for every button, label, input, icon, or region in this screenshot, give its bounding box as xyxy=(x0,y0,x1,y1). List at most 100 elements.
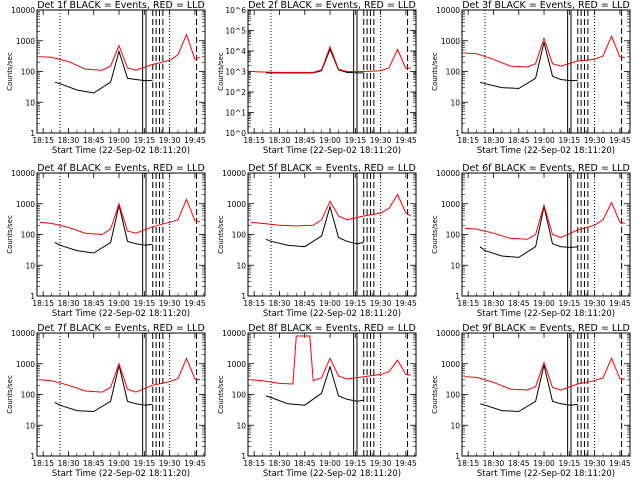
x-tick-label: 19:15 xyxy=(559,299,581,308)
plot-title: Det 1f BLACK = Events, RED = LLD xyxy=(37,0,205,11)
events-series-line xyxy=(265,364,364,406)
x-tick-label: 19:30 xyxy=(584,136,606,145)
x-tick-label: 18:45 xyxy=(294,299,316,308)
y-tick-label: 1000 xyxy=(16,200,35,209)
y-tick-label: 1 xyxy=(241,292,246,301)
lld-series-line xyxy=(250,335,411,385)
y-tick-label: 10^3 xyxy=(225,68,246,77)
plot-frame xyxy=(461,332,631,457)
x-axis-label: Start Time (22-Sep-02 18:11:20) xyxy=(477,309,615,319)
plot-frame xyxy=(461,172,631,297)
x-tick-label: 18:15 xyxy=(457,459,479,468)
x-tick-label: 19:45 xyxy=(395,299,417,308)
x-tick-label: 19:00 xyxy=(319,136,341,145)
x-axis-label: Start Time (22-Sep-02 18:11:20) xyxy=(263,146,401,156)
detector-plot-9: Det 9f BLACK = Events, RED = LLD 1 10 100 10… xyxy=(431,323,631,479)
x-tick-label: 19:00 xyxy=(533,299,555,308)
detector-plot-8: Det 8f BLACK = Events, RED = LLD 1 10 100 10… xyxy=(217,323,417,479)
lld-series-line xyxy=(39,33,201,71)
y-tick-label: 10^5 xyxy=(225,27,246,36)
y-tick-label: 1 xyxy=(241,452,246,461)
y-axis-label: Counts/sec xyxy=(217,375,225,414)
y-tick-label: 100 xyxy=(21,68,36,77)
x-tick-label: 19:30 xyxy=(159,136,181,145)
x-tick-label: 18:30 xyxy=(269,136,291,145)
x-tick-label: 18:30 xyxy=(58,299,80,308)
y-axis-label: Counts/sec xyxy=(217,215,225,254)
x-tick-label: 18:45 xyxy=(508,299,530,308)
x-axis-label: Start Time (22-Sep-02 18:11:20) xyxy=(477,469,615,479)
y-axis-label: Counts/sec xyxy=(6,375,14,414)
y-tick-label: 10 xyxy=(25,421,35,430)
plot-title: Det 4f BLACK = Events, RED = LLD xyxy=(37,163,205,174)
x-tick-label: 19:30 xyxy=(370,136,392,145)
x-tick-label: 18:45 xyxy=(294,136,316,145)
events-series-line xyxy=(479,42,578,90)
plot-title: Det 6f BLACK = Events, RED = LLD xyxy=(462,163,630,174)
x-tick-label: 18:45 xyxy=(508,459,530,468)
y-tick-label: 100 xyxy=(232,391,247,400)
x-tick-label: 18:45 xyxy=(83,299,105,308)
plot-title: Det 7f BLACK = Events, RED = LLD xyxy=(37,323,205,334)
y-tick-label: 10000 xyxy=(11,329,35,338)
y-tick-label: 1 xyxy=(30,129,35,138)
x-tick-label: 18:15 xyxy=(32,459,54,468)
y-axis-label: Counts/sec xyxy=(431,375,439,414)
y-tick-label: 10 xyxy=(25,98,35,107)
y-axis-label: Counts/sec xyxy=(6,215,14,254)
x-tick-label: 19:15 xyxy=(134,299,156,308)
x-axis-label: Start Time (22-Sep-02 18:11:20) xyxy=(52,469,190,479)
x-tick-label: 19:30 xyxy=(159,459,181,468)
y-tick-label: 1000 xyxy=(441,37,460,46)
y-tick-label: 100 xyxy=(21,231,36,240)
x-tick-label: 19:30 xyxy=(370,299,392,308)
x-tick-label: 19:15 xyxy=(345,459,367,468)
x-tick-label: 19:00 xyxy=(108,459,130,468)
x-tick-label: 18:15 xyxy=(32,136,54,145)
y-tick-label: 10^6 xyxy=(225,6,246,15)
plot-title: Det 5f BLACK = Events, RED = LLD xyxy=(248,163,416,174)
y-axis-label: Counts/sec xyxy=(431,52,439,91)
x-tick-label: 19:45 xyxy=(395,459,417,468)
x-tick-label: 19:00 xyxy=(319,299,341,308)
plot-title: Det 2f BLACK = Events, RED = LLD xyxy=(248,0,416,11)
x-tick-label: 19:00 xyxy=(319,459,341,468)
x-tick-label: 18:30 xyxy=(269,459,291,468)
detector-plot-1: Det 1f BLACK = Events, RED = LLD 1 10 100 10… xyxy=(6,0,206,156)
x-tick-label: 18:15 xyxy=(243,136,265,145)
y-tick-label: 10^4 xyxy=(225,47,246,56)
x-tick-label: 19:45 xyxy=(609,459,631,468)
x-tick-label: 18:30 xyxy=(483,299,505,308)
x-tick-label: 19:45 xyxy=(609,136,631,145)
plot-frame xyxy=(247,172,417,297)
x-tick-label: 19:45 xyxy=(184,136,206,145)
y-tick-label: 1000 xyxy=(16,360,35,369)
y-tick-label: 100 xyxy=(446,231,461,240)
x-axis-label: Start Time (22-Sep-02 18:11:20) xyxy=(477,146,615,156)
x-tick-label: 18:30 xyxy=(58,459,80,468)
detector-plot-3: Det 3f BLACK = Events, RED = LLD 1 10 100 10… xyxy=(431,0,631,156)
x-axis-label: Start Time (22-Sep-02 18:11:20) xyxy=(52,146,190,156)
x-tick-label: 18:15 xyxy=(243,459,265,468)
y-tick-label: 100 xyxy=(446,68,461,77)
y-tick-label: 1 xyxy=(455,292,460,301)
x-tick-label: 19:15 xyxy=(345,299,367,308)
y-tick-label: 1000 xyxy=(227,200,246,209)
x-tick-label: 18:30 xyxy=(483,459,505,468)
y-tick-label: 10000 xyxy=(436,6,460,15)
x-tick-label: 18:45 xyxy=(294,459,316,468)
x-tick-label: 19:30 xyxy=(159,299,181,308)
lld-series-line xyxy=(464,357,625,391)
y-axis-label: Counts/sec xyxy=(431,215,439,254)
y-tick-label: 10000 xyxy=(11,169,35,178)
y-tick-label: 10000 xyxy=(222,329,246,338)
x-tick-label: 19:30 xyxy=(584,459,606,468)
y-tick-label: 1 xyxy=(30,292,35,301)
x-tick-label: 19:45 xyxy=(395,136,417,145)
y-tick-label: 10^1 xyxy=(225,109,246,118)
events-series-line xyxy=(54,205,153,254)
events-series-line xyxy=(479,365,578,413)
plot-frame xyxy=(461,9,631,134)
x-axis-label: Start Time (22-Sep-02 18:11:20) xyxy=(52,309,190,319)
